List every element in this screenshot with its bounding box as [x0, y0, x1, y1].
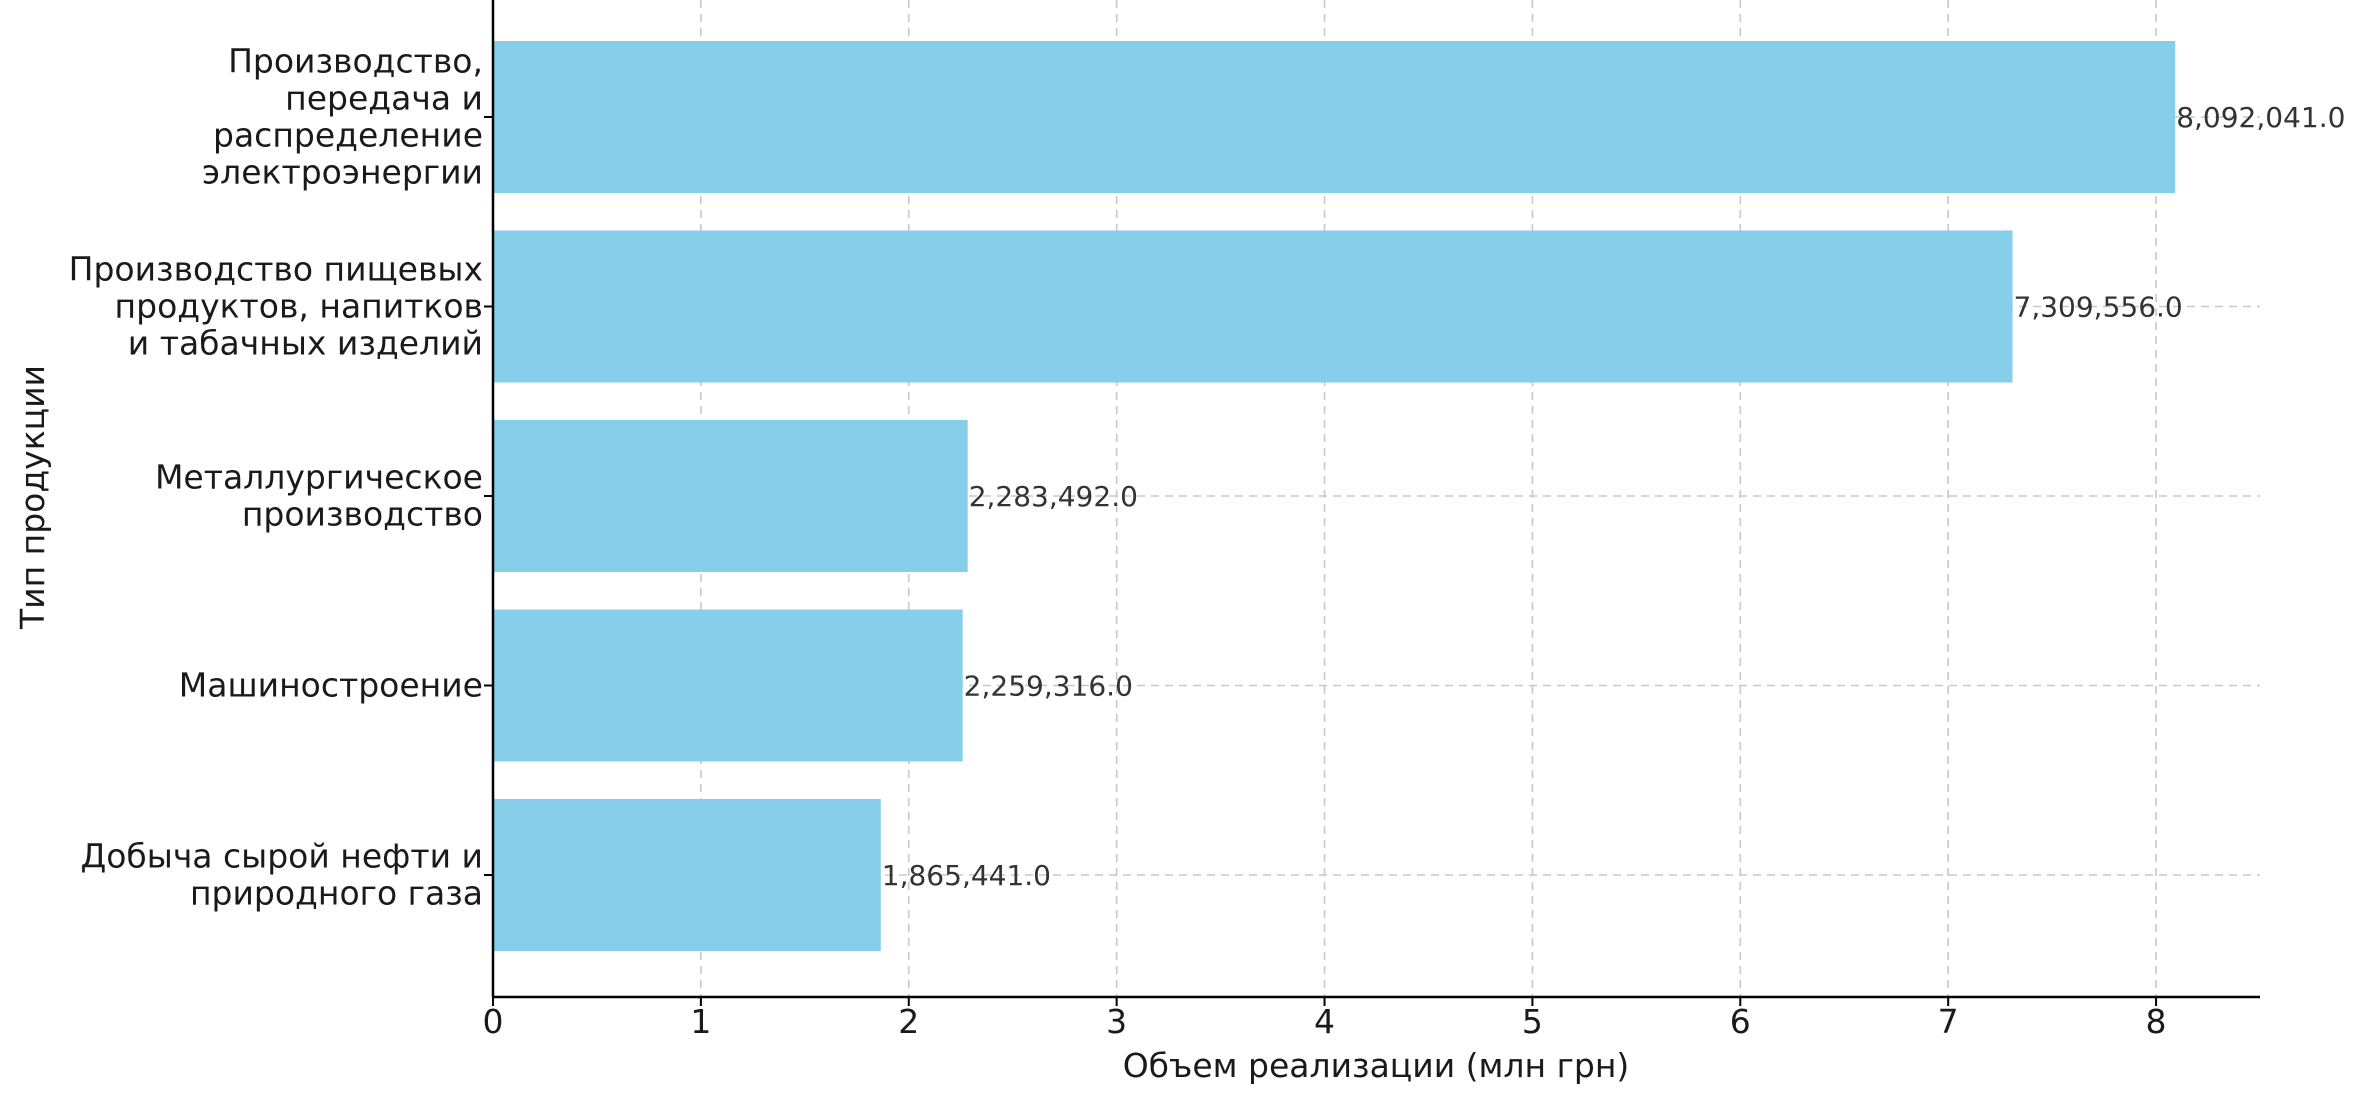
bar	[493, 799, 881, 951]
bar-value-label: 7,309,556.0	[2014, 291, 2183, 324]
bars	[493, 41, 2176, 951]
bar	[493, 420, 968, 572]
bar	[493, 41, 2176, 193]
bar-value-label: 2,283,492.0	[969, 480, 1138, 513]
x-tick-label: 0	[483, 1002, 504, 1041]
y-category-label: Металлургическое производство	[155, 458, 483, 534]
bar-value-label: 8,092,041.0	[2176, 101, 2345, 134]
x-tick-label: 1	[690, 1002, 711, 1041]
x-tick-label: 5	[1522, 1002, 1543, 1041]
x-tick-label: 6	[1730, 1002, 1751, 1041]
y-category-label: Производство пищевых продуктов, напитков и…	[69, 250, 483, 363]
y-axis-title: Тип продукции	[13, 365, 52, 630]
y-category-label: Машиностроение	[179, 666, 483, 705]
x-tick-label: 7	[1938, 1002, 1959, 1041]
labels: 0 1 2 3 4 5 6 7 8 8,092,041.0 Производство, передач…	[69, 42, 2346, 1042]
bar-value-label: 1,865,441.0	[882, 859, 1051, 892]
y-category-label: Добыча сырой нефти и природного газа	[80, 837, 483, 913]
x-tick-label: 2	[898, 1002, 919, 1041]
x-axis-title: Объем реализации (млн грн)	[1123, 1046, 1630, 1085]
x-tick-label: 4	[1314, 1002, 1335, 1041]
bar	[493, 230, 2013, 383]
axes	[484, 0, 2260, 1006]
x-tick-label: 3	[1106, 1002, 1127, 1041]
x-tick-label: 8	[2146, 1002, 2167, 1041]
y-category-label: Производство, передача и распределение элек…	[202, 42, 483, 192]
bar	[493, 609, 963, 762]
bar-value-label: 2,259,316.0	[964, 670, 1133, 703]
